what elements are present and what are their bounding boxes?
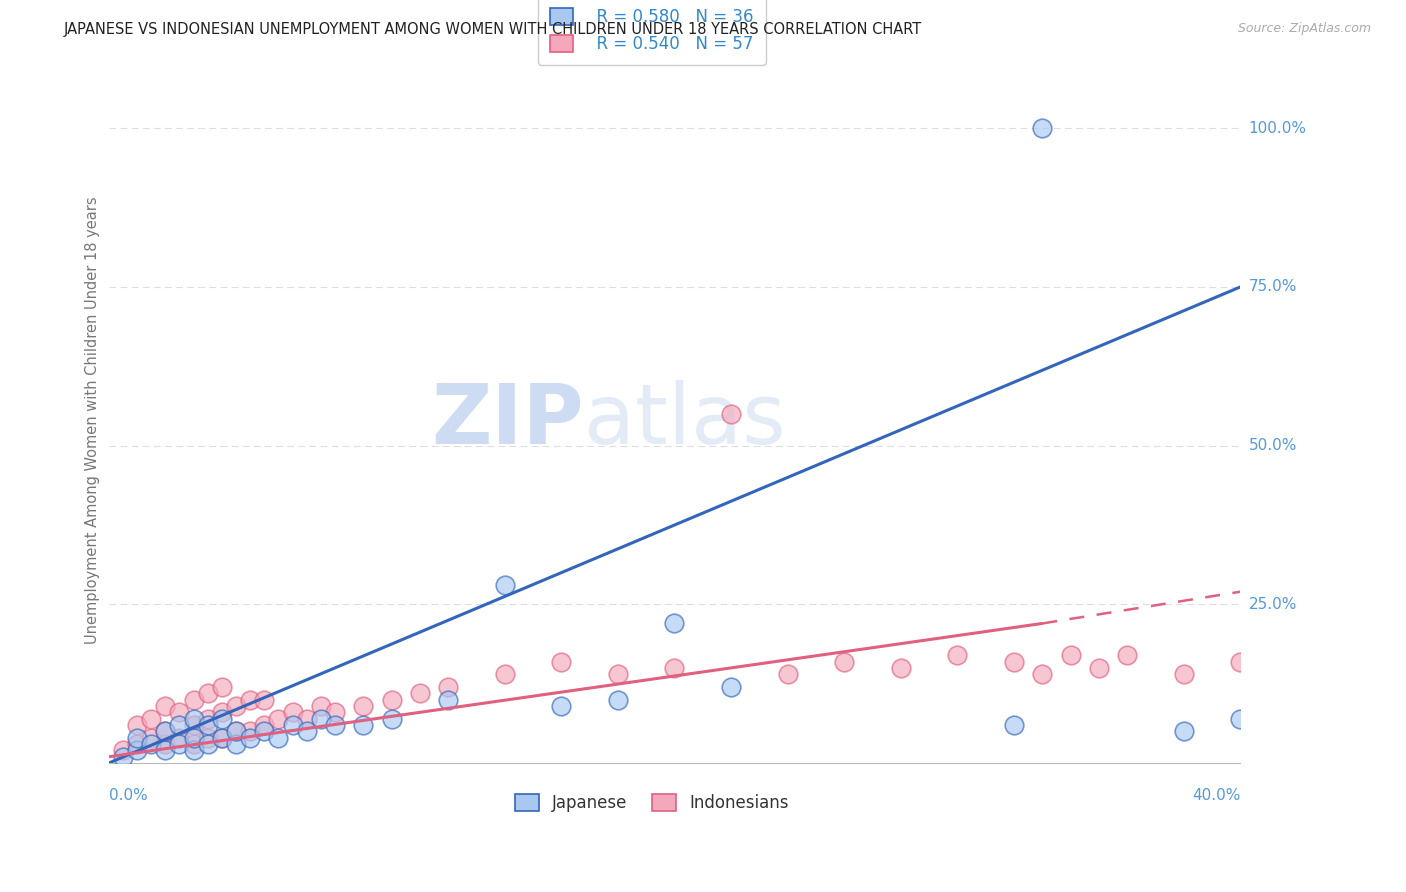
Point: [139, 712, 162, 726]
Point: [225, 724, 247, 739]
Point: [281, 718, 304, 732]
Text: Source: ZipAtlas.com: Source: ZipAtlas.com: [1237, 22, 1371, 36]
Text: 0.0%: 0.0%: [108, 789, 148, 803]
Point: [169, 731, 191, 745]
Point: [1002, 655, 1025, 669]
Text: ZIP: ZIP: [432, 380, 583, 461]
Point: [1116, 648, 1139, 663]
Point: [1229, 655, 1251, 669]
Point: [225, 698, 247, 713]
Point: [1002, 718, 1025, 732]
Point: [437, 680, 460, 694]
Point: [946, 648, 969, 663]
Point: [890, 661, 912, 675]
Point: [664, 616, 686, 631]
Point: [125, 737, 148, 751]
Point: [253, 724, 276, 739]
Point: [380, 692, 402, 706]
Text: 40.0%: 40.0%: [1192, 789, 1240, 803]
Point: [352, 698, 374, 713]
Point: [1173, 667, 1195, 681]
Point: [225, 724, 247, 739]
Point: [253, 692, 276, 706]
Point: [437, 692, 460, 706]
Point: [211, 731, 233, 745]
Y-axis label: Unemployment Among Women with Children Under 18 years: Unemployment Among Women with Children U…: [86, 196, 100, 644]
Point: [197, 731, 219, 745]
Point: [352, 718, 374, 732]
Point: [211, 706, 233, 720]
Point: [169, 737, 191, 751]
Point: [239, 731, 262, 745]
Point: [267, 712, 290, 726]
Text: atlas: atlas: [583, 380, 786, 461]
Point: [197, 686, 219, 700]
Point: [1173, 724, 1195, 739]
Point: [309, 712, 332, 726]
Point: [550, 655, 572, 669]
Text: 100.0%: 100.0%: [1249, 120, 1306, 136]
Point: [225, 737, 247, 751]
Point: [183, 737, 205, 751]
Point: [211, 680, 233, 694]
Point: [295, 712, 318, 726]
Point: [183, 743, 205, 757]
Point: [125, 743, 148, 757]
Point: [155, 698, 177, 713]
Point: [139, 737, 162, 751]
Point: [409, 686, 432, 700]
Point: [664, 661, 686, 675]
Point: [380, 712, 402, 726]
Point: [1229, 712, 1251, 726]
Point: [606, 667, 628, 681]
Point: [606, 692, 628, 706]
Text: 50.0%: 50.0%: [1249, 438, 1296, 453]
Point: [183, 731, 205, 745]
Point: [169, 718, 191, 732]
Point: [267, 731, 290, 745]
Point: [155, 724, 177, 739]
Point: [295, 724, 318, 739]
Point: [155, 724, 177, 739]
Point: [169, 706, 191, 720]
Point: [155, 737, 177, 751]
Text: 25.0%: 25.0%: [1249, 597, 1296, 612]
Point: [832, 655, 855, 669]
Point: [197, 737, 219, 751]
Point: [550, 698, 572, 713]
Point: [183, 692, 205, 706]
Point: [1031, 121, 1053, 136]
Point: [720, 680, 742, 694]
Point: [239, 692, 262, 706]
Point: [494, 667, 516, 681]
Point: [323, 706, 346, 720]
Point: [1031, 667, 1053, 681]
Point: [309, 698, 332, 713]
Point: [1088, 661, 1111, 675]
Legend: Japanese, Indonesians: Japanese, Indonesians: [503, 782, 800, 823]
Point: [183, 718, 205, 732]
Point: [253, 718, 276, 732]
Point: [720, 407, 742, 421]
Point: [111, 749, 134, 764]
Text: 75.0%: 75.0%: [1249, 279, 1296, 294]
Point: [183, 712, 205, 726]
Point: [323, 718, 346, 732]
Point: [111, 743, 134, 757]
Point: [494, 578, 516, 592]
Point: [197, 718, 219, 732]
Point: [139, 731, 162, 745]
Point: [211, 731, 233, 745]
Point: [125, 718, 148, 732]
Point: [281, 706, 304, 720]
Point: [155, 743, 177, 757]
Point: [125, 731, 148, 745]
Point: [197, 712, 219, 726]
Point: [776, 667, 799, 681]
Point: [211, 712, 233, 726]
Text: JAPANESE VS INDONESIAN UNEMPLOYMENT AMONG WOMEN WITH CHILDREN UNDER 18 YEARS COR: JAPANESE VS INDONESIAN UNEMPLOYMENT AMON…: [63, 22, 921, 37]
Point: [239, 724, 262, 739]
Point: [1059, 648, 1081, 663]
